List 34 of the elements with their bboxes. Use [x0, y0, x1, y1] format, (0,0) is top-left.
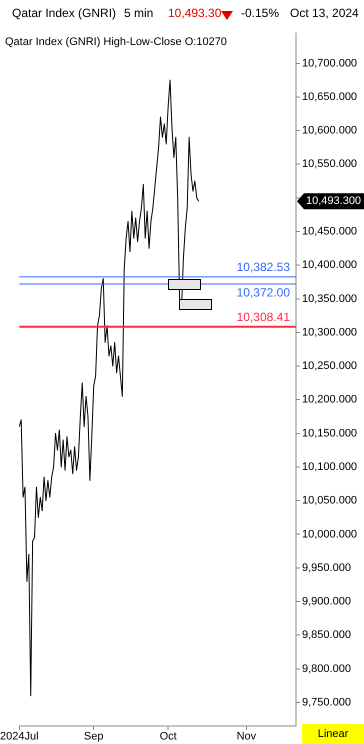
ref-line-label: 10,308.41	[236, 310, 290, 324]
chart-title: Qatar Index (GNRI)	[12, 6, 116, 20]
y-tick-label: 10,700.000	[302, 57, 358, 70]
y-tick-label: 9,850.000	[302, 629, 351, 642]
y-tick-label: 10,200.000	[302, 394, 358, 406]
y-tick-label: 10,450.000	[302, 226, 358, 238]
y-tick-label: 9,800.000	[302, 662, 351, 675]
text: -0.15%	[241, 6, 280, 20]
chart-subtitle: Qatar Index (GNRI) High-Low-Close O:10270	[5, 36, 227, 48]
y-tick-label: 9,950.000	[302, 562, 351, 574]
y-tick-label: 10,250.000	[302, 360, 358, 372]
text: Oct 13, 2024	[290, 6, 359, 20]
text: 10,493.30	[168, 6, 222, 20]
text: 10,493.300	[306, 195, 362, 208]
y-tick-label: 10,550.000	[302, 158, 358, 170]
y-tick-label: 9,900.000	[302, 596, 351, 608]
x-tick-label: 2024Jul	[0, 730, 39, 743]
y-tick-label: 10,400.000	[302, 259, 358, 272]
y-tick-label: 10,650.000	[302, 90, 358, 103]
x-tick-label: Oct	[160, 730, 177, 743]
y-tick-label: 10,100.000	[302, 460, 358, 473]
ref-line-label: 10,382.53	[236, 260, 290, 274]
y-tick-label: 10,050.000	[302, 494, 358, 507]
y-tick-label: 10,600.000	[302, 124, 358, 137]
y-tick-label: 10,300.000	[302, 326, 358, 338]
y-tick-label: 10,000.000	[302, 528, 358, 540]
y-tick-label: 9,750.000	[302, 696, 351, 708]
ref-line-label: 10,372.00	[236, 285, 290, 300]
x-tick-label: Nov	[236, 730, 257, 743]
y-tick-label: 10,350.000	[302, 292, 358, 305]
text: Linear	[302, 724, 364, 744]
y-tick-label: 10,150.000	[302, 427, 358, 440]
text: 5 min	[124, 6, 154, 20]
x-tick-label: Sep	[84, 730, 104, 743]
